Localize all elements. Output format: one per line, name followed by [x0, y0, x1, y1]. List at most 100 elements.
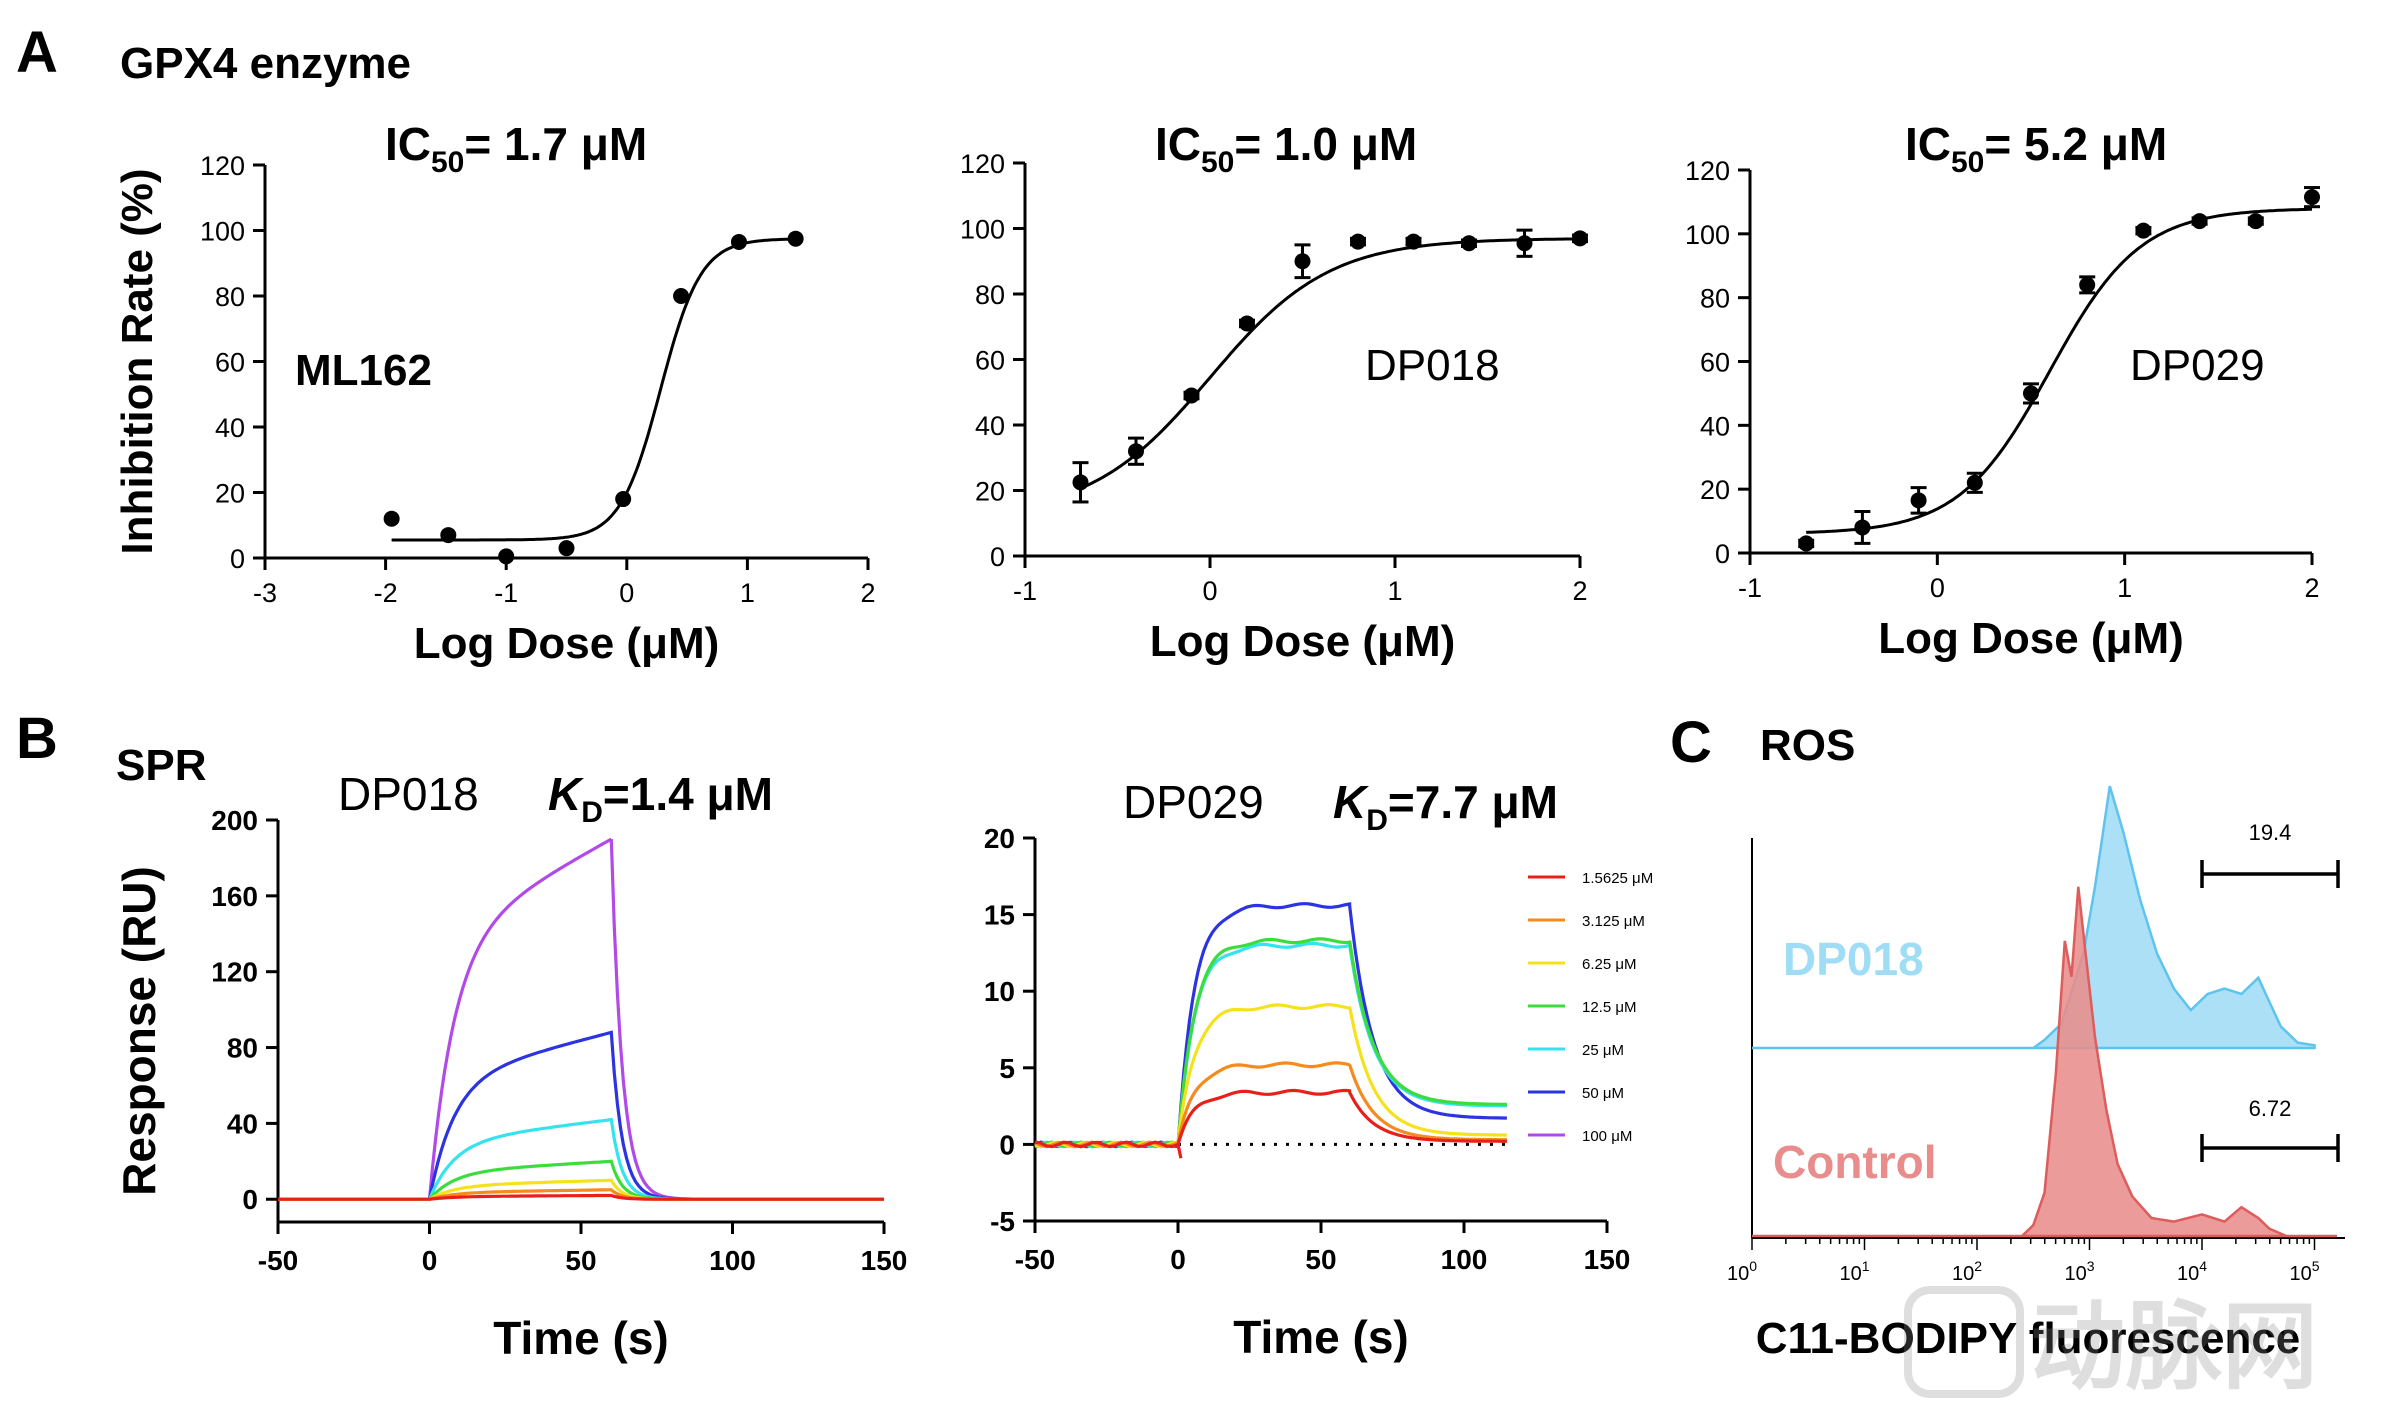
gate-percent: 19.4 — [2249, 820, 2292, 845]
kd-label: KD=1.4 μM — [548, 768, 773, 829]
data-point — [2304, 189, 2320, 206]
panel-b-title: SPR — [116, 741, 206, 790]
panel-b-letter: B — [16, 706, 58, 771]
y-tick-label: 20 — [215, 479, 245, 509]
x-axis-label: Time (s) — [493, 1312, 669, 1364]
x-tick-label: 50 — [565, 1245, 596, 1276]
y-tick-label: 0 — [999, 1129, 1015, 1160]
watermark-text: 动脉网 — [2030, 1294, 2318, 1401]
x-tick-label: 2 — [1572, 576, 1587, 606]
series-line — [1034, 1003, 1507, 1149]
y-tick-label: 20 — [984, 823, 1015, 854]
x-tick-label: -3 — [253, 578, 277, 608]
x-tick-label: -50 — [258, 1245, 298, 1276]
panel-a-letter: A — [16, 20, 58, 85]
x-tick-label: 2 — [2304, 573, 2319, 603]
x-tick-label: 1 — [740, 578, 755, 608]
data-point — [498, 548, 515, 565]
data-point — [383, 510, 400, 527]
ic50-label: IC50= 1.7 μM — [385, 118, 647, 179]
y-tick-label: 40 — [215, 413, 245, 443]
data-point — [1183, 387, 1200, 404]
y-tick-label: 100 — [960, 215, 1005, 245]
y-tick-label: 200 — [211, 805, 258, 836]
y-tick-label: 80 — [227, 1033, 258, 1064]
legend-label: 50 μM — [1582, 1085, 1624, 1102]
series-line — [1034, 1061, 1507, 1149]
legend-label: 1.5625 μM — [1582, 870, 1653, 887]
y-tick-label: 120 — [1685, 156, 1730, 186]
x-tick-label: -1 — [494, 578, 518, 608]
legend-label: 25 μM — [1582, 1042, 1624, 1059]
fit-curve — [391, 237, 796, 542]
compound-label: DP029 — [1123, 776, 1264, 828]
watermark: 动脉网 — [1904, 1286, 2318, 1401]
data-point — [1405, 233, 1422, 250]
x-tick-label: 150 — [1584, 1244, 1631, 1275]
x-tick-label: -2 — [374, 578, 398, 608]
x-tick-label: 2 — [860, 578, 875, 608]
x-tick-label: 0 — [1170, 1244, 1186, 1275]
x-tick-label: 50 — [1305, 1244, 1336, 1275]
fit-curve — [1806, 207, 2312, 534]
x-tick-label: 102 — [1952, 1258, 1982, 1285]
y-tick-label: 5 — [999, 1053, 1015, 1084]
x-tick-label: 0 — [1930, 573, 1945, 603]
data-point — [1461, 235, 1477, 252]
y-tick-label: 0 — [990, 542, 1005, 572]
y-tick-label: 20 — [975, 477, 1005, 507]
series-line — [278, 837, 884, 1201]
data-point — [2079, 276, 2096, 293]
x-tick-label: 1 — [2117, 573, 2132, 603]
data-point — [1910, 492, 1927, 509]
histogram-dp018 — [1752, 785, 2316, 1050]
y-tick-label: 120 — [960, 149, 1005, 179]
x-axis-label: Log Dose (μM) — [414, 619, 720, 668]
y-tick-label: 10 — [984, 976, 1015, 1007]
series-line — [1034, 941, 1507, 1149]
compound-label: DP018 — [338, 768, 479, 820]
x-tick-label: -50 — [1015, 1244, 1055, 1275]
histogram-label: DP018 — [1783, 933, 1924, 985]
y-tick-label: 20 — [1700, 475, 1730, 505]
x-tick-label: 0 — [1202, 576, 1217, 606]
data-point — [1966, 474, 1983, 491]
x-tick-label: -1 — [1738, 573, 1762, 603]
x-tick-label: 100 — [1441, 1244, 1488, 1275]
x-axis-label: Time (s) — [1233, 1311, 1409, 1363]
series-line — [278, 1193, 884, 1201]
legend-label: 12.5 μM — [1582, 999, 1637, 1016]
x-tick-label: 150 — [861, 1245, 908, 1276]
series-line — [278, 1030, 884, 1201]
y-tick-label: 80 — [215, 282, 245, 312]
y-tick-label: 40 — [1700, 411, 1730, 441]
y-axis-label: Inhibition Rate (%) — [113, 168, 162, 554]
watermark-logo-icon — [1904, 1286, 2024, 1398]
data-point — [1350, 233, 1366, 250]
y-tick-label: 40 — [227, 1108, 258, 1139]
legend-label: 6.25 μM — [1582, 956, 1637, 973]
y-tick-label: 160 — [211, 881, 258, 912]
x-tick-label: 105 — [2289, 1258, 2319, 1285]
data-point — [440, 527, 457, 544]
data-point — [1516, 235, 1533, 252]
data-point — [2023, 385, 2039, 402]
x-tick-label: 1 — [1387, 576, 1402, 606]
y-tick-label: 15 — [984, 900, 1015, 931]
y-tick-label: 120 — [200, 151, 245, 181]
data-point — [730, 233, 747, 250]
series-line — [1034, 1088, 1507, 1159]
data-point — [1128, 443, 1144, 460]
series-line — [1034, 937, 1507, 1149]
y-tick-label: 100 — [200, 217, 245, 247]
y-tick-label: 60 — [975, 346, 1005, 376]
data-point — [2247, 213, 2264, 230]
y-tick-label: 0 — [242, 1184, 258, 1215]
series-line — [278, 1117, 884, 1201]
y-tick-label: 80 — [975, 280, 1005, 310]
compound-label: DP018 — [1365, 341, 1500, 390]
